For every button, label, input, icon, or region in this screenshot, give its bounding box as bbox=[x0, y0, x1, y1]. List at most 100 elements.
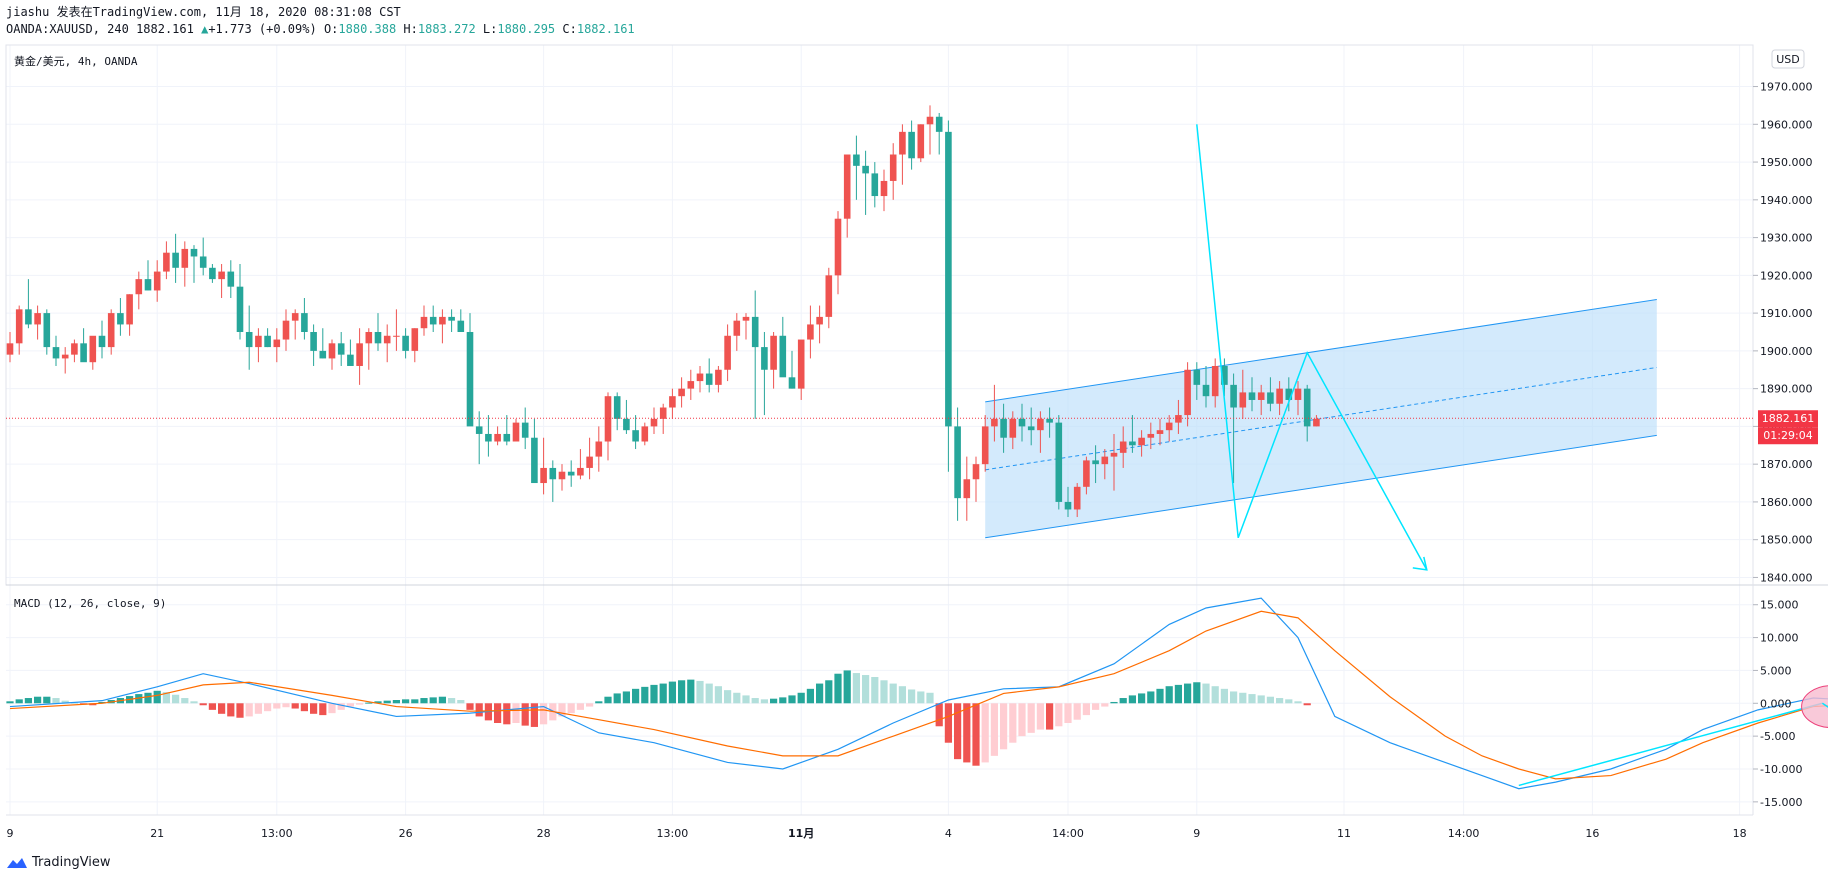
macd-highlight-circle bbox=[1801, 685, 1828, 728]
candle-body bbox=[144, 279, 152, 291]
candle-body bbox=[1193, 369, 1201, 385]
candle-body bbox=[705, 373, 713, 385]
trend-drawings[interactable] bbox=[1196, 124, 1428, 571]
macd-hist-bar bbox=[1018, 703, 1026, 737]
candle-body bbox=[494, 433, 501, 442]
macd-hist-bar bbox=[70, 702, 78, 704]
footer-brand[interactable]: TradingView bbox=[6, 855, 111, 870]
candle-body bbox=[190, 248, 198, 257]
macd-hist-bar bbox=[1184, 683, 1192, 704]
macd-hist-bar bbox=[1230, 691, 1238, 704]
x-tick-label: 9 bbox=[7, 827, 14, 840]
x-tick-label: 14:00 bbox=[1448, 827, 1480, 840]
candle-body bbox=[1202, 384, 1210, 397]
candle-body bbox=[328, 343, 336, 359]
candle-body bbox=[816, 316, 823, 325]
candle-body bbox=[209, 267, 216, 280]
macd-hist-bar bbox=[742, 695, 750, 704]
signal-line bbox=[9, 610, 1828, 780]
candle-body bbox=[825, 275, 833, 317]
macd-hist-bar bbox=[1239, 692, 1247, 704]
chart-header: jiashu 发表在TradingView.com, 11月 18, 2020 … bbox=[6, 4, 635, 38]
time-axis[interactable]: 92113:00262813:0011月414:0091114:00161814… bbox=[7, 827, 1828, 840]
x-tick-label: 26 bbox=[399, 827, 413, 840]
candle-body bbox=[301, 313, 308, 332]
candle-body bbox=[696, 373, 704, 382]
macd-hist-bar bbox=[365, 702, 373, 704]
macd-hist-bar bbox=[15, 699, 23, 704]
macd-y-tick-label: 5.000 bbox=[1760, 664, 1792, 677]
macd-trend-line bbox=[1518, 702, 1823, 787]
candle-body bbox=[172, 252, 179, 268]
low-value: 1880.295 bbox=[497, 22, 556, 36]
macd-drawings[interactable] bbox=[1518, 685, 1828, 787]
x-tick-label: 11月 bbox=[788, 827, 814, 840]
candle-body bbox=[1257, 392, 1265, 400]
macd-axis[interactable]: -15.000 -10.000 -5.000 0.000 5.000 10.000 15.0… bbox=[1753, 599, 1802, 809]
macd-hist-bar bbox=[420, 698, 428, 704]
candle-body bbox=[475, 426, 483, 434]
chart-frame bbox=[5, 44, 1828, 816]
macd-hist-bar bbox=[383, 700, 391, 704]
candle-body bbox=[374, 331, 382, 344]
macd-hist-bar bbox=[779, 697, 787, 704]
macd-hist-bar bbox=[98, 701, 106, 704]
macd-line bbox=[9, 597, 1828, 790]
macd-hist-bar bbox=[227, 703, 235, 717]
trend-arrow-head bbox=[1412, 556, 1428, 571]
candle-body bbox=[1064, 501, 1072, 510]
candle-body bbox=[420, 316, 428, 329]
macd-hist-bar bbox=[908, 689, 916, 704]
currency-badge[interactable]: USD bbox=[1771, 49, 1805, 69]
macd-hist-bar bbox=[153, 690, 161, 704]
macd-hist-bar bbox=[843, 670, 851, 704]
macd-hist-bar bbox=[733, 692, 741, 704]
macd-hist-bar bbox=[668, 681, 676, 704]
macd-hist-bar bbox=[494, 703, 502, 723]
price-axis[interactable]: 1840.0001850.0001860.0001870.0001880.000… bbox=[1753, 81, 1813, 585]
candle-body bbox=[89, 335, 97, 363]
macd-hist-bar bbox=[503, 703, 511, 725]
candle-body bbox=[1037, 418, 1044, 431]
candle-body bbox=[761, 347, 768, 370]
macd-hist-bar bbox=[181, 698, 189, 704]
channel-upper bbox=[985, 298, 1657, 403]
macd-hist-bar bbox=[963, 703, 971, 763]
candle-body bbox=[687, 381, 695, 389]
candle-body bbox=[52, 347, 60, 359]
candle-body bbox=[1267, 392, 1274, 404]
publisher-line: jiashu 发表在TradingView.com, 11月 18, 2020 … bbox=[6, 5, 401, 19]
candle-body bbox=[871, 173, 879, 197]
y-tick-label: 1970.000 bbox=[1760, 81, 1813, 94]
macd-hist-bar bbox=[356, 703, 364, 705]
candle-body bbox=[71, 343, 78, 355]
candle-body bbox=[899, 131, 906, 155]
candle-body bbox=[889, 154, 897, 181]
macd-hist-bar bbox=[1092, 703, 1100, 710]
tradingview-logo-icon bbox=[7, 857, 27, 868]
candle-body bbox=[641, 426, 649, 442]
macd-histogram bbox=[6, 670, 1311, 766]
macd-hist-bar bbox=[816, 683, 824, 704]
candle-body bbox=[282, 320, 290, 340]
macd-hist-bar bbox=[34, 696, 42, 704]
macd-hist-bar bbox=[770, 698, 778, 704]
macd-hist-bar bbox=[310, 703, 318, 714]
candle-body bbox=[1092, 460, 1099, 465]
macd-hist-bar bbox=[208, 703, 216, 710]
candle-body bbox=[1221, 365, 1228, 385]
candle-body bbox=[540, 467, 547, 484]
candle-body bbox=[715, 369, 722, 385]
macd-hist-bar bbox=[540, 703, 548, 725]
candle-body bbox=[678, 388, 685, 397]
channel-lower bbox=[985, 434, 1657, 539]
macd-hist-bar bbox=[898, 686, 906, 704]
candle-body bbox=[135, 279, 143, 295]
candle-body bbox=[255, 335, 262, 348]
candle-body bbox=[1230, 384, 1237, 408]
last-price-value: 1882.161 bbox=[1762, 412, 1815, 425]
candle-body bbox=[337, 343, 345, 355]
macd-hist-bar bbox=[190, 701, 198, 704]
candle-body bbox=[383, 335, 391, 344]
